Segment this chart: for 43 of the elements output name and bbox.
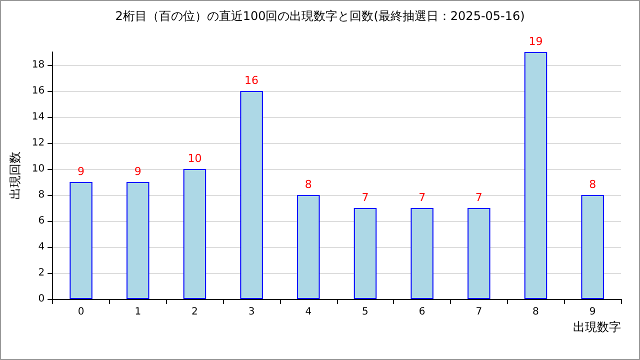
bar (581, 195, 604, 299)
data-label: 7 (475, 191, 482, 204)
data-label: 7 (418, 191, 426, 204)
x-tick-label: 3 (248, 306, 255, 318)
bar (240, 91, 263, 299)
data-label: 10 (188, 152, 202, 165)
data-label: 9 (134, 165, 142, 178)
x-tick-label: 2 (192, 306, 198, 318)
y-tick-label: 16 (32, 86, 45, 96)
data-label: 7 (362, 191, 369, 204)
x-tick-label: 0 (78, 306, 84, 318)
y-axis-title: 出現回数 (8, 152, 22, 200)
bar (468, 208, 490, 299)
x-tick-label: 1 (134, 306, 142, 318)
y-tick-label: 14 (32, 112, 45, 122)
bar (183, 169, 206, 299)
x-axis-title: 出現数字 (573, 320, 621, 334)
y-tick-label: 8 (38, 190, 45, 200)
y-tick-label: 2 (38, 268, 45, 278)
data-label: 19 (528, 35, 543, 48)
x-tick-label: 5 (362, 306, 368, 318)
bar (410, 208, 434, 299)
data-label: 8 (589, 178, 596, 191)
data-label: 16 (244, 74, 259, 87)
x-tick-label: 8 (532, 306, 539, 318)
x-tick-label: 6 (418, 306, 426, 318)
bar (354, 208, 377, 299)
bar (297, 195, 320, 299)
data-label: 8 (304, 178, 312, 191)
bar (126, 182, 150, 299)
y-tick-label: 10 (32, 164, 45, 174)
y-tick-label: 12 (32, 138, 45, 148)
bar (524, 52, 548, 299)
chart-title: 2桁目（百の位）の直近100回の出現数字と回数(最終抽選日：2025-05-16) (115, 9, 525, 23)
y-tick-label: 4 (38, 242, 45, 252)
y-tick-label: 0 (38, 294, 45, 304)
data-label: 9 (78, 165, 85, 178)
x-tick-label: 4 (305, 306, 312, 318)
bar (70, 182, 92, 299)
y-tick-label: 6 (38, 216, 45, 226)
y-tick-label: 18 (32, 60, 45, 70)
x-tick-label: 7 (476, 306, 482, 318)
x-tick-label: 9 (589, 306, 596, 318)
